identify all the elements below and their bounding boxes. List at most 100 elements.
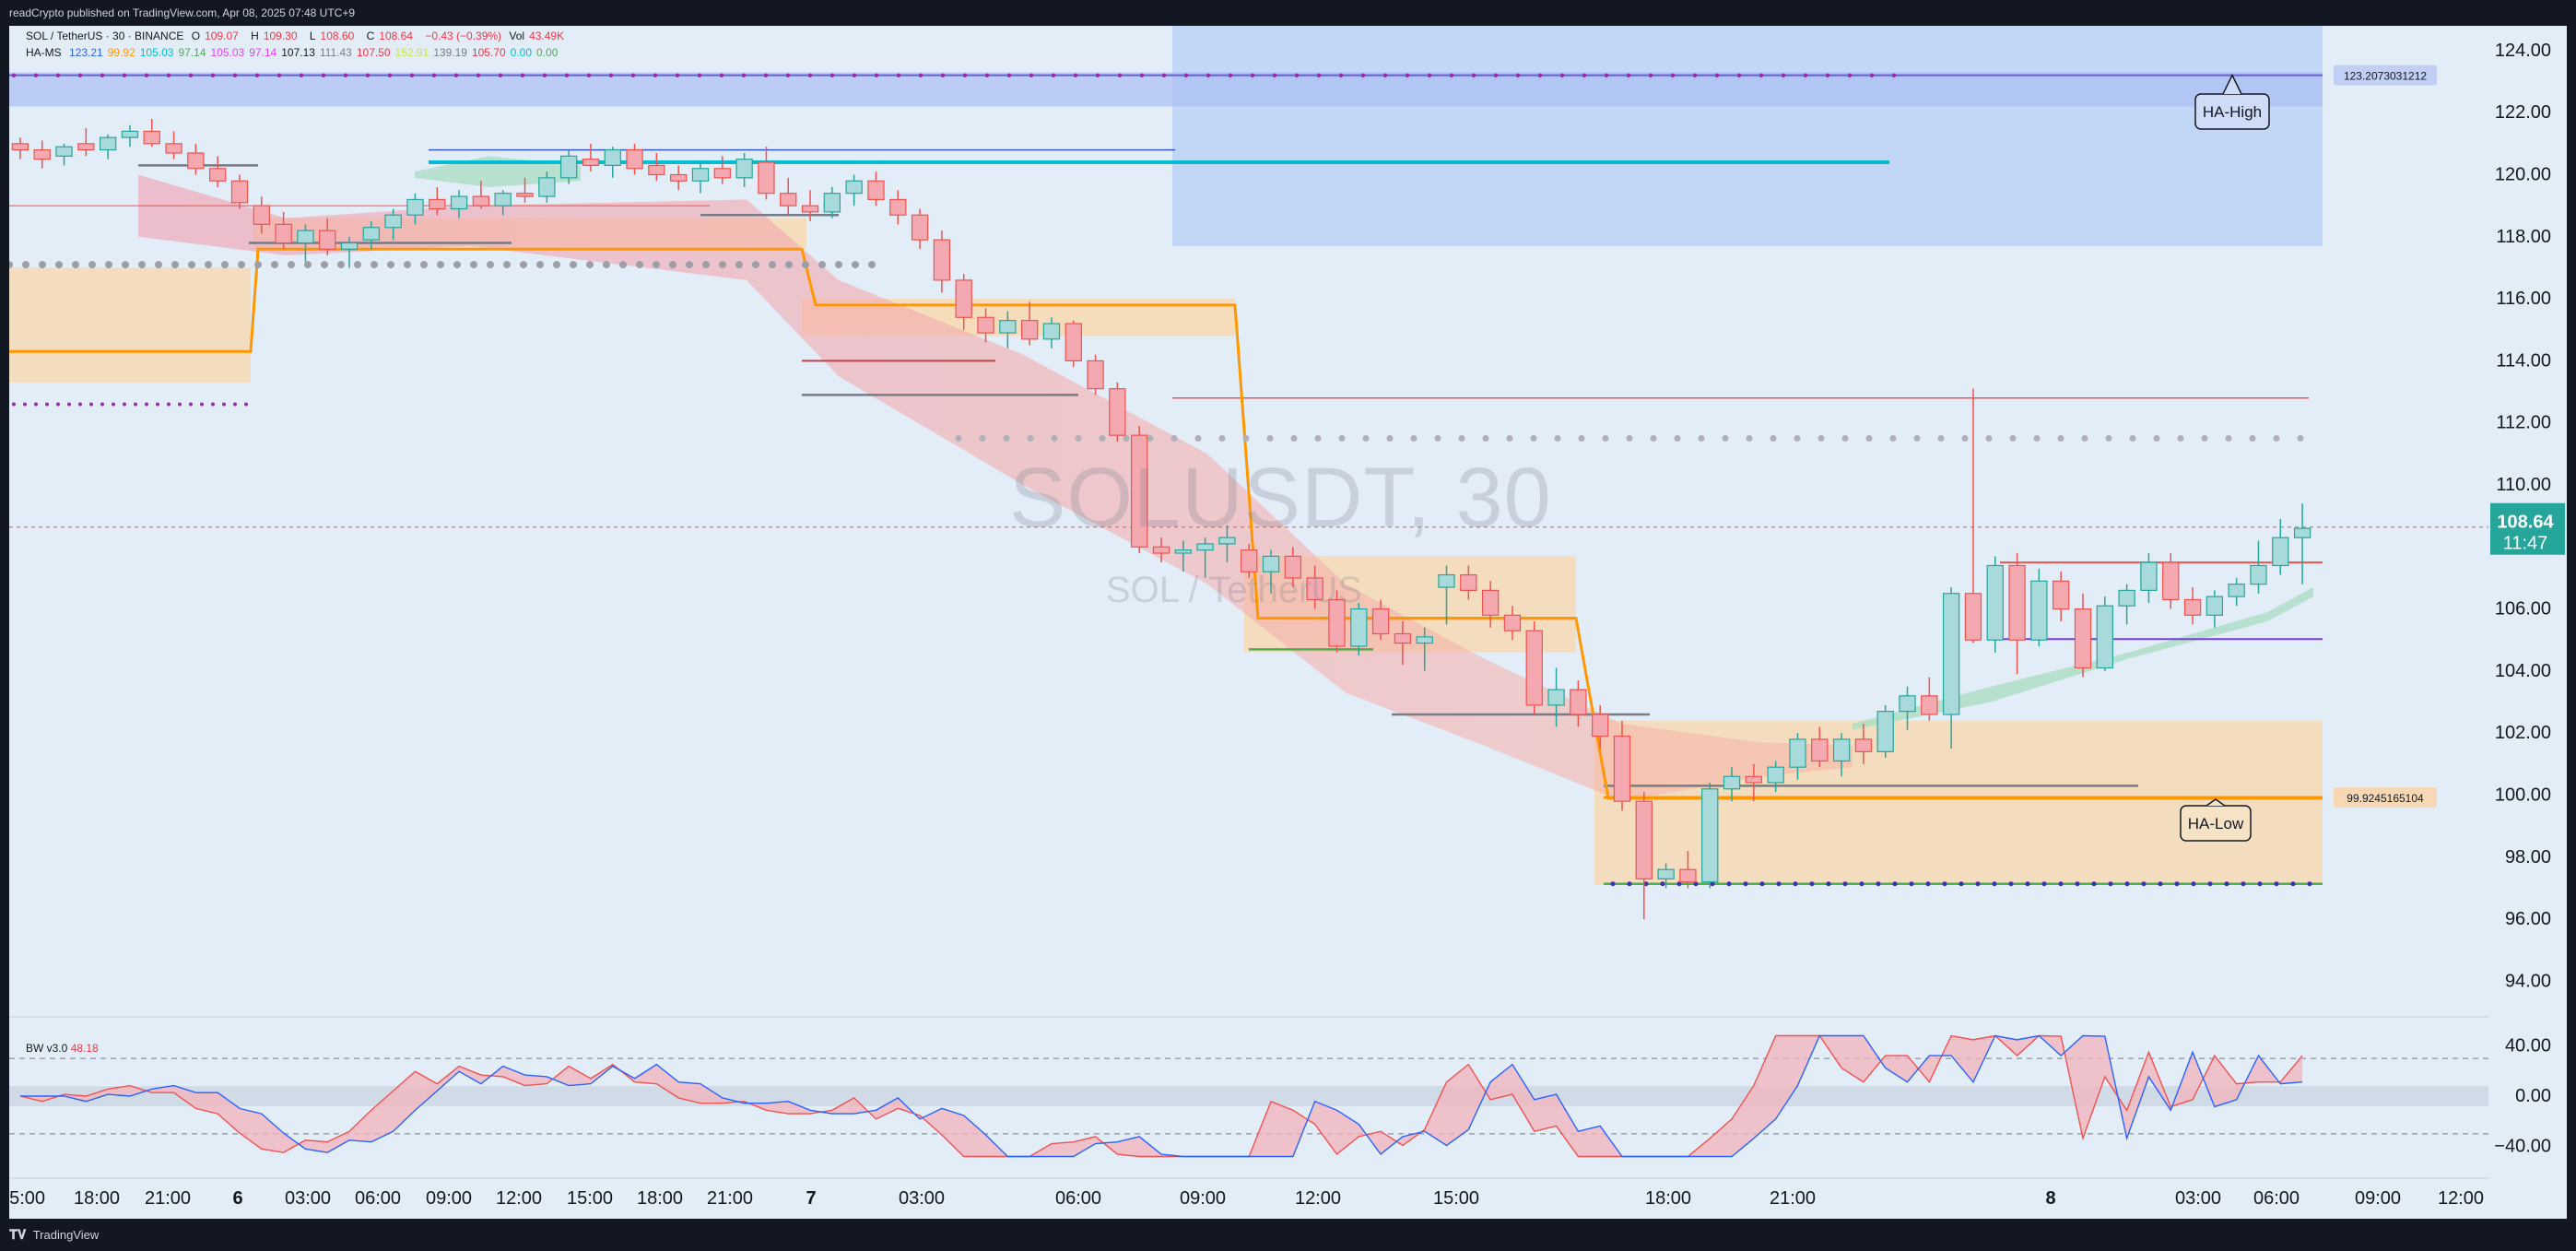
time-tick-label: 21:00 [145, 1188, 191, 1209]
dot-marker [520, 261, 527, 269]
dot-marker [299, 73, 304, 78]
candle [1306, 565, 1323, 609]
candle [2074, 593, 2092, 678]
candle [1986, 556, 2004, 653]
candle-body [1394, 632, 1412, 644]
candle-body [253, 205, 270, 225]
dot-marker [536, 261, 544, 269]
candle [429, 186, 446, 216]
dot-marker [387, 261, 394, 269]
bw-label[interactable]: BW v3.0 [26, 1042, 68, 1055]
candle [1416, 627, 1433, 671]
candle-body [626, 148, 643, 170]
dot-marker [1869, 73, 1875, 78]
dot-marker [1892, 881, 1898, 887]
dot-marker [868, 261, 876, 269]
time-tick-label: 09:00 [2355, 1188, 2401, 1209]
candle [319, 218, 336, 255]
ha-ms-value: 105.03 [210, 46, 245, 59]
candle-body [845, 180, 863, 195]
dot-marker [940, 73, 946, 78]
dot-marker [437, 261, 444, 269]
dot-marker [1626, 73, 1631, 78]
bw-value: 48.18 [70, 1042, 99, 1055]
ha-ms-label[interactable]: HA-MS [26, 46, 62, 59]
chart-panel[interactable]: 124.00 122.00 120.00 118.00 116.00 114.00 112.… [9, 26, 2567, 1219]
candle-body [1547, 689, 1565, 706]
ha-ms-value: 107.13 [281, 46, 315, 59]
dot-marker [188, 73, 194, 78]
candle-body [1042, 323, 1061, 340]
candle-body [2074, 608, 2092, 669]
price-tick-label: 96.00 [2505, 909, 2551, 929]
dot-marker [2273, 435, 2280, 443]
dot-marker [2307, 881, 2312, 887]
price-tick-label: 104.00 [2495, 661, 2551, 681]
dot-marker [354, 261, 361, 269]
price-tick-label: 94.00 [2505, 971, 2551, 991]
dot-marker [630, 73, 636, 78]
candle [362, 220, 381, 250]
dot-marker [1458, 435, 1465, 443]
candle-body [33, 148, 51, 160]
candle [121, 124, 139, 148]
dot-marker [2177, 435, 2184, 443]
dot-marker [1604, 73, 1609, 78]
dot-marker [1676, 881, 1682, 887]
candle-body [1921, 695, 1938, 715]
price-tick-label: 116.00 [2496, 289, 2551, 309]
candle [2096, 596, 2113, 671]
candle-body [1241, 549, 1258, 572]
dot-marker [1913, 435, 1921, 443]
candle [1854, 724, 1873, 764]
dot-marker [1942, 881, 1947, 887]
open-value: 109.07 [205, 30, 239, 42]
dot-marker [2091, 881, 2097, 887]
dot-marker [1559, 73, 1565, 78]
dot-marker [1602, 435, 1609, 443]
dot-marker [1099, 435, 1106, 443]
dot-marker [1650, 435, 1657, 443]
ha-low-step-line [9, 247, 2323, 800]
candle [1789, 733, 1806, 780]
candle-body [2053, 580, 2070, 610]
dot-marker [608, 73, 614, 78]
candle [209, 156, 227, 187]
bw-legend[interactable]: BW v3.0 48.18 [26, 1042, 99, 1055]
dot-marker [498, 73, 503, 78]
dot-marker [1095, 73, 1100, 78]
candle [516, 177, 534, 203]
candle-body [429, 198, 446, 210]
candle [2293, 503, 2311, 584]
ha-ms-legend[interactable]: HA-MS 123.21 99.92 105.03 97.14 105.03 97.14 1… [26, 46, 562, 59]
dot-marker [23, 402, 27, 407]
dot-marker [55, 261, 63, 269]
dot-marker [166, 73, 171, 78]
ha-high-label: HA-High [2203, 103, 2262, 121]
dot-marker [321, 73, 326, 78]
dot-marker [200, 402, 204, 407]
dot-marker [979, 435, 986, 443]
candle-body [1570, 689, 1587, 715]
symbol-name[interactable]: SOL / TetherUS · 30 · BINANCE [26, 30, 184, 42]
dot-marker [12, 402, 16, 407]
time-tick-label: 06:00 [1055, 1188, 1101, 1209]
dot-marker [2057, 435, 2064, 443]
dot-marker [138, 261, 146, 269]
candle [1745, 763, 1763, 802]
candle-body [1832, 738, 1851, 762]
dot-marker [1482, 435, 1489, 443]
candle-body [1481, 589, 1500, 616]
price-chart[interactable]: 124.00 122.00 120.00 118.00 116.00 114.00 112.… [9, 26, 2567, 1219]
dot-marker [818, 261, 826, 269]
dot-marker [1316, 73, 1322, 78]
candle [253, 196, 270, 234]
candle-body [143, 130, 160, 145]
dot-marker [2225, 435, 2232, 443]
candle-body [823, 193, 841, 213]
open-label: O [191, 30, 201, 42]
close-value: 108.64 [379, 30, 413, 42]
candle [2162, 553, 2180, 609]
candle-body [1218, 537, 1236, 545]
